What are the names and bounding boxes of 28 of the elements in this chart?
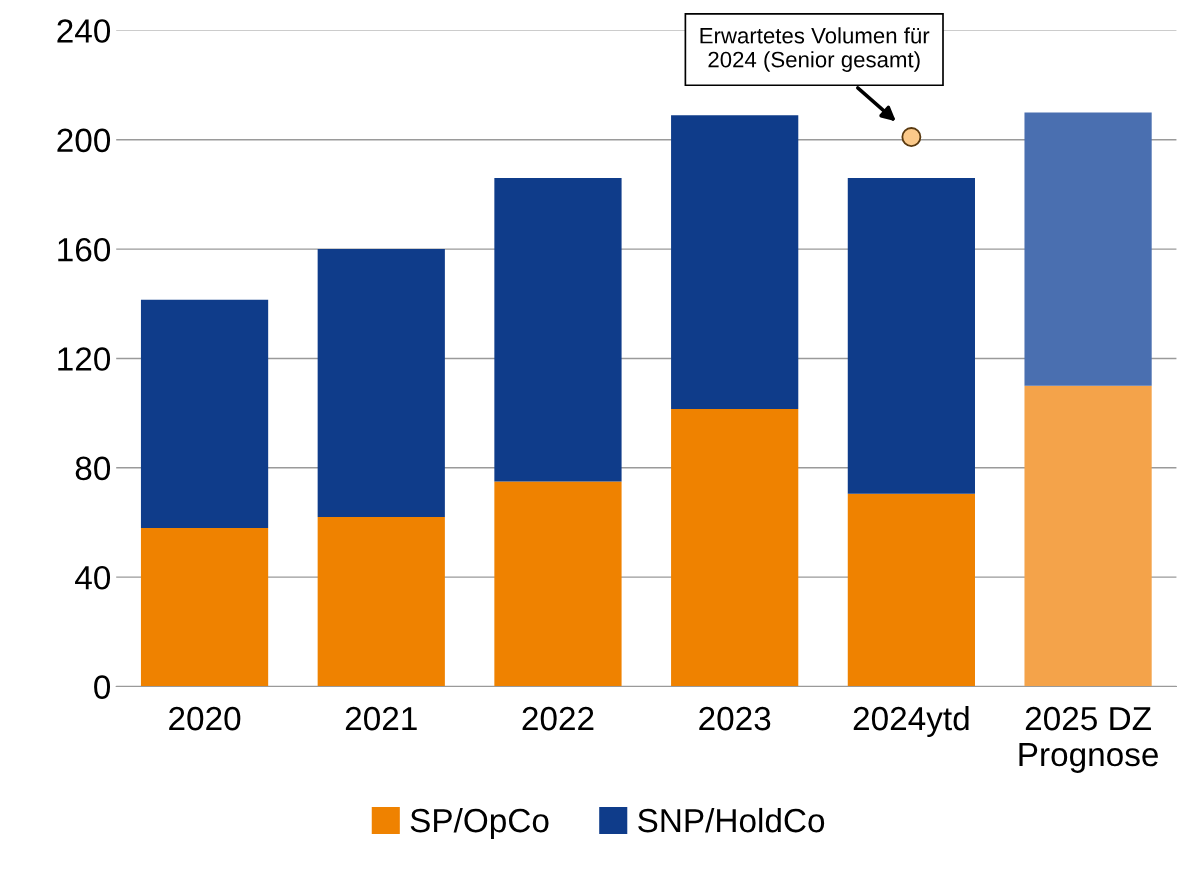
y-tick-label: 200	[57, 128, 111, 153]
bar	[140, 299, 269, 528]
bar	[671, 115, 799, 410]
y-tick-label: 160	[58, 237, 111, 262]
bar	[494, 481, 622, 687]
legend-label: SNP/HoldCo	[638, 807, 825, 833]
x-tick-label: 2020	[169, 706, 241, 731]
bar	[1024, 112, 1152, 386]
bar	[140, 527, 269, 687]
bar	[317, 249, 445, 518]
bar	[317, 517, 445, 687]
y-tick-label: 40	[75, 565, 111, 590]
annotation: Erwartetes Volumen für 2024 (Senior gesamt)	[700, 27, 930, 72]
bar	[494, 178, 622, 482]
y-tick-label: 0	[94, 675, 111, 699]
bar	[1024, 385, 1152, 687]
bar	[671, 409, 799, 687]
x-tick-label: 2023	[699, 706, 771, 731]
y-tick-label: 240	[57, 19, 111, 43]
x-tick-label: 2025 DZ Prognose	[1019, 706, 1158, 773]
bar	[847, 493, 975, 687]
x-tick-label: 2022	[522, 706, 594, 731]
bar	[847, 178, 975, 494]
x-tick-label: 2021	[345, 706, 417, 731]
legend-label: SP/OpCo	[410, 807, 549, 839]
y-tick-label: 80	[75, 456, 111, 481]
x-tick-label: 2024ytd	[853, 705, 969, 738]
y-tick-label: 120	[58, 347, 111, 371]
